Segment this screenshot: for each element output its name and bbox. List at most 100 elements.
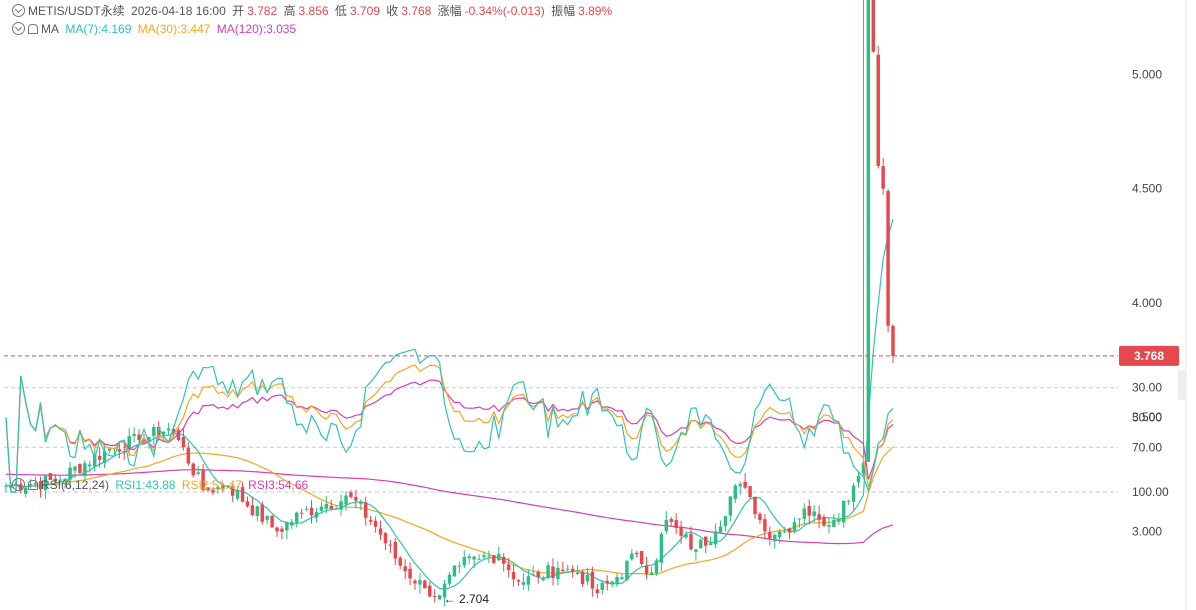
min-annotation: ← 2.704: [444, 592, 490, 606]
candle-body: [152, 426, 156, 436]
alert-bell-icon[interactable]: [28, 24, 38, 34]
candle-body: [782, 531, 787, 533]
candle-body: [713, 531, 718, 545]
candle-body: [157, 426, 161, 438]
candle-body: [206, 487, 210, 491]
collapse-icon[interactable]: [12, 478, 25, 491]
candle-body: [841, 500, 846, 523]
open-label: 开: [232, 4, 245, 18]
candle-body: [768, 532, 772, 539]
candle-body: [787, 528, 792, 533]
candle-body: [226, 485, 230, 487]
candle-body: [364, 502, 368, 518]
candle-body: [566, 568, 570, 570]
price-tick-label: 3.000: [1132, 524, 1162, 538]
candle-body: [551, 566, 555, 579]
candle-body: [339, 501, 343, 510]
candle-body: [63, 478, 67, 482]
candle-body: [58, 479, 62, 481]
candle-body: [708, 543, 713, 545]
candle-body: [556, 567, 560, 580]
candle-body: [245, 501, 250, 507]
candle-body: [235, 490, 240, 499]
candle-body: [472, 556, 476, 560]
low-value: 3.709: [349, 4, 380, 18]
candle-body: [314, 511, 319, 518]
candle-body: [748, 486, 752, 498]
candle-body: [575, 572, 580, 575]
open-value: 3.782: [247, 4, 278, 18]
candle-body: [211, 489, 215, 493]
candle-body: [92, 454, 97, 467]
candle-body: [876, 54, 880, 166]
candle-body: [891, 325, 895, 356]
ma30-value: MA(30):3.447: [137, 22, 211, 36]
candle-body: [590, 571, 595, 589]
ma120-line: [5, 469, 894, 545]
candle-body: [78, 464, 82, 473]
candle-body: [610, 581, 614, 585]
candle-body: [221, 485, 225, 490]
candle-body: [497, 554, 501, 561]
candle-body: [260, 504, 264, 522]
rsi-tick-label: 100.00: [1132, 485, 1169, 499]
candle-body: [733, 485, 738, 500]
candle-body: [344, 495, 348, 505]
candle-body: [334, 508, 338, 510]
candle-body: [319, 506, 324, 511]
candle-body: [43, 475, 48, 491]
candle-body: [383, 532, 388, 544]
candle-body: [181, 437, 186, 448]
candle-body: [531, 574, 535, 576]
candle-body: [561, 569, 565, 572]
candle-body: [388, 544, 393, 546]
candle-body: [240, 487, 245, 502]
candle-body: [275, 527, 279, 532]
rsi3-line: [5, 375, 894, 493]
rsi1-value: RSI1:43.88: [115, 478, 176, 492]
candle-body: [595, 589, 600, 593]
candle-body: [541, 578, 545, 581]
candle-body: [147, 437, 151, 442]
scroll-handle: [1178, 370, 1186, 400]
candle-body: [723, 516, 728, 527]
candle-body: [304, 508, 309, 510]
collapse-icon[interactable]: [12, 4, 25, 17]
amplitude-label: 振幅: [551, 4, 576, 18]
candle-body: [674, 520, 678, 528]
candle-body: [403, 566, 407, 572]
candle-body: [797, 518, 802, 520]
candle-body: [487, 555, 491, 557]
rsi-legend: RSI(6,12,24) RSI1:43.88 RSI2:51.47 RSI3:…: [12, 478, 311, 492]
candle-body: [28, 484, 33, 487]
rsi-label: RSI(6,12,24): [41, 478, 110, 492]
candle-body: [718, 526, 723, 533]
candle-body: [738, 484, 742, 487]
low-label: 低: [334, 4, 347, 18]
candle-body: [822, 517, 826, 526]
candle-body: [635, 552, 639, 555]
candle-body: [191, 463, 195, 476]
candle-body: [477, 558, 481, 560]
candle-body: [368, 519, 373, 522]
candle-body: [511, 572, 516, 580]
candle-body: [516, 580, 521, 582]
candle-body: [349, 492, 353, 498]
candle-body: [856, 475, 861, 483]
candle-body: [171, 428, 176, 434]
ma30-line: [5, 446, 894, 576]
candle-body: [536, 571, 540, 577]
alert-bell-icon[interactable]: [28, 480, 38, 490]
ma7-line: [5, 218, 894, 590]
candle-body: [280, 528, 284, 532]
candle-body: [201, 470, 205, 491]
rsi2-line: [5, 364, 894, 493]
candle-body: [866, 0, 871, 462]
candle-body: [83, 463, 87, 476]
candle-body: [644, 565, 649, 574]
candle-body: [432, 596, 437, 598]
candle-body: [48, 472, 53, 481]
candle-body: [255, 506, 260, 516]
collapse-icon[interactable]: [12, 22, 25, 35]
